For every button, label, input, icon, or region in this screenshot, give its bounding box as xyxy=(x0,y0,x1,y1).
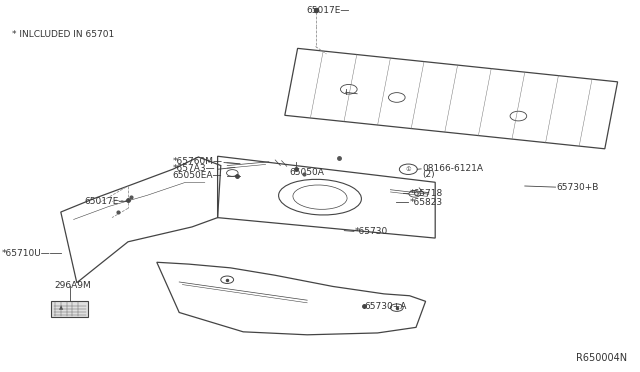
Text: 296A9M: 296A9M xyxy=(54,281,91,290)
Text: 65050A: 65050A xyxy=(289,168,324,177)
Text: ▲: ▲ xyxy=(59,305,63,310)
Text: *657A3—: *657A3— xyxy=(173,164,216,173)
Text: 65730+A: 65730+A xyxy=(365,302,407,311)
Text: *65718: *65718 xyxy=(410,189,443,198)
Text: *65760M—: *65760M— xyxy=(173,157,223,166)
Text: ①: ① xyxy=(406,167,411,172)
Text: 08166-6121A: 08166-6121A xyxy=(422,164,483,173)
Text: 65017E—: 65017E— xyxy=(306,6,349,15)
Text: 65017E—: 65017E— xyxy=(84,197,128,206)
Text: *65730: *65730 xyxy=(355,227,388,236)
Text: 65730+B: 65730+B xyxy=(557,183,599,192)
Text: (2): (2) xyxy=(422,170,435,179)
Text: R650004N: R650004N xyxy=(576,353,627,363)
Polygon shape xyxy=(51,301,88,317)
Text: *65823: *65823 xyxy=(410,198,443,207)
Text: 65050EA—: 65050EA— xyxy=(173,171,222,180)
Text: * INLCLUDED IN 65701: * INLCLUDED IN 65701 xyxy=(12,30,114,39)
Text: *65710U—: *65710U— xyxy=(1,249,50,258)
